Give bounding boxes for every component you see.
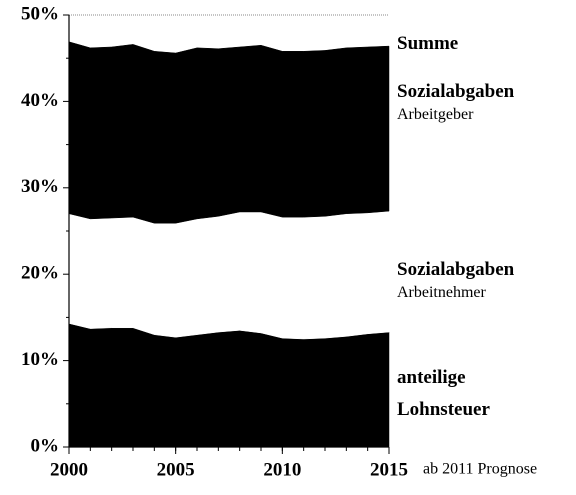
- legend-name: Sozialabgaben: [397, 81, 515, 102]
- y-tick-label: 30%: [21, 176, 59, 197]
- legend-entry: Sozialabgaben Arbeitgeber: [397, 78, 514, 125]
- area: [68, 323, 390, 448]
- annotation: ab 2011 Prognose: [423, 461, 537, 478]
- total-label: Summe: [397, 30, 458, 57]
- legend-detail: Arbeitnehmer: [397, 284, 486, 301]
- y-tick-label: 20%: [21, 263, 59, 284]
- x-tick-label: 2015: [370, 459, 408, 480]
- x-tick-label: 2010: [263, 459, 301, 480]
- legend-detail: Arbeitgeber: [397, 106, 474, 123]
- y-tick-label: 50%: [21, 3, 59, 24]
- y-tick-label: 0%: [31, 435, 60, 456]
- x-tick-label: 2005: [157, 459, 195, 480]
- legend-entry: anteilige Lohnsteuer: [397, 362, 517, 426]
- legend-entry: Sozialabgaben Arbeitnehmer: [397, 256, 514, 303]
- area: [68, 41, 390, 224]
- legend-name: anteilige Lohnsteuer: [397, 367, 490, 420]
- area: [68, 210, 390, 340]
- y-tick-label: 10%: [21, 349, 59, 370]
- x-tick-label: 2000: [50, 459, 88, 480]
- total-label-text: Summe: [397, 33, 459, 54]
- y-tick-label: 40%: [21, 90, 59, 111]
- legend-name: Sozialabgaben: [397, 259, 515, 280]
